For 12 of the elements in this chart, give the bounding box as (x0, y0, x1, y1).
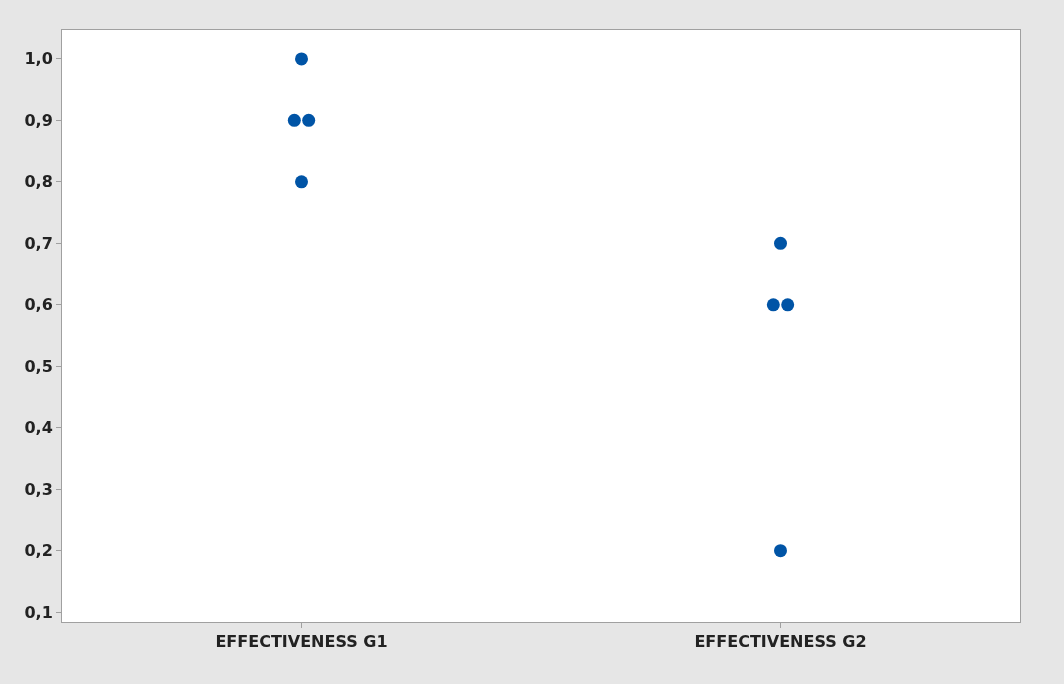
x-tick-label: EFFECTIVENESS G2 (694, 632, 867, 652)
y-tick-label: 0,9 (24, 110, 53, 130)
y-tick-label: 0,2 (24, 541, 53, 561)
y-tick-label: 0,1 (24, 602, 53, 622)
y-tick-label: 0,3 (24, 479, 53, 499)
y-tick-label: 0,5 (24, 356, 53, 376)
y-tick-label: 1,0 (24, 49, 53, 69)
x-tick-label: EFFECTIVENESS G1 (215, 632, 388, 652)
y-tick-label: 0,7 (24, 233, 53, 253)
y-tick-label: 0,4 (24, 418, 53, 438)
y-tick-label: 0,8 (24, 172, 53, 192)
y-tick-label: 0,6 (24, 295, 53, 315)
